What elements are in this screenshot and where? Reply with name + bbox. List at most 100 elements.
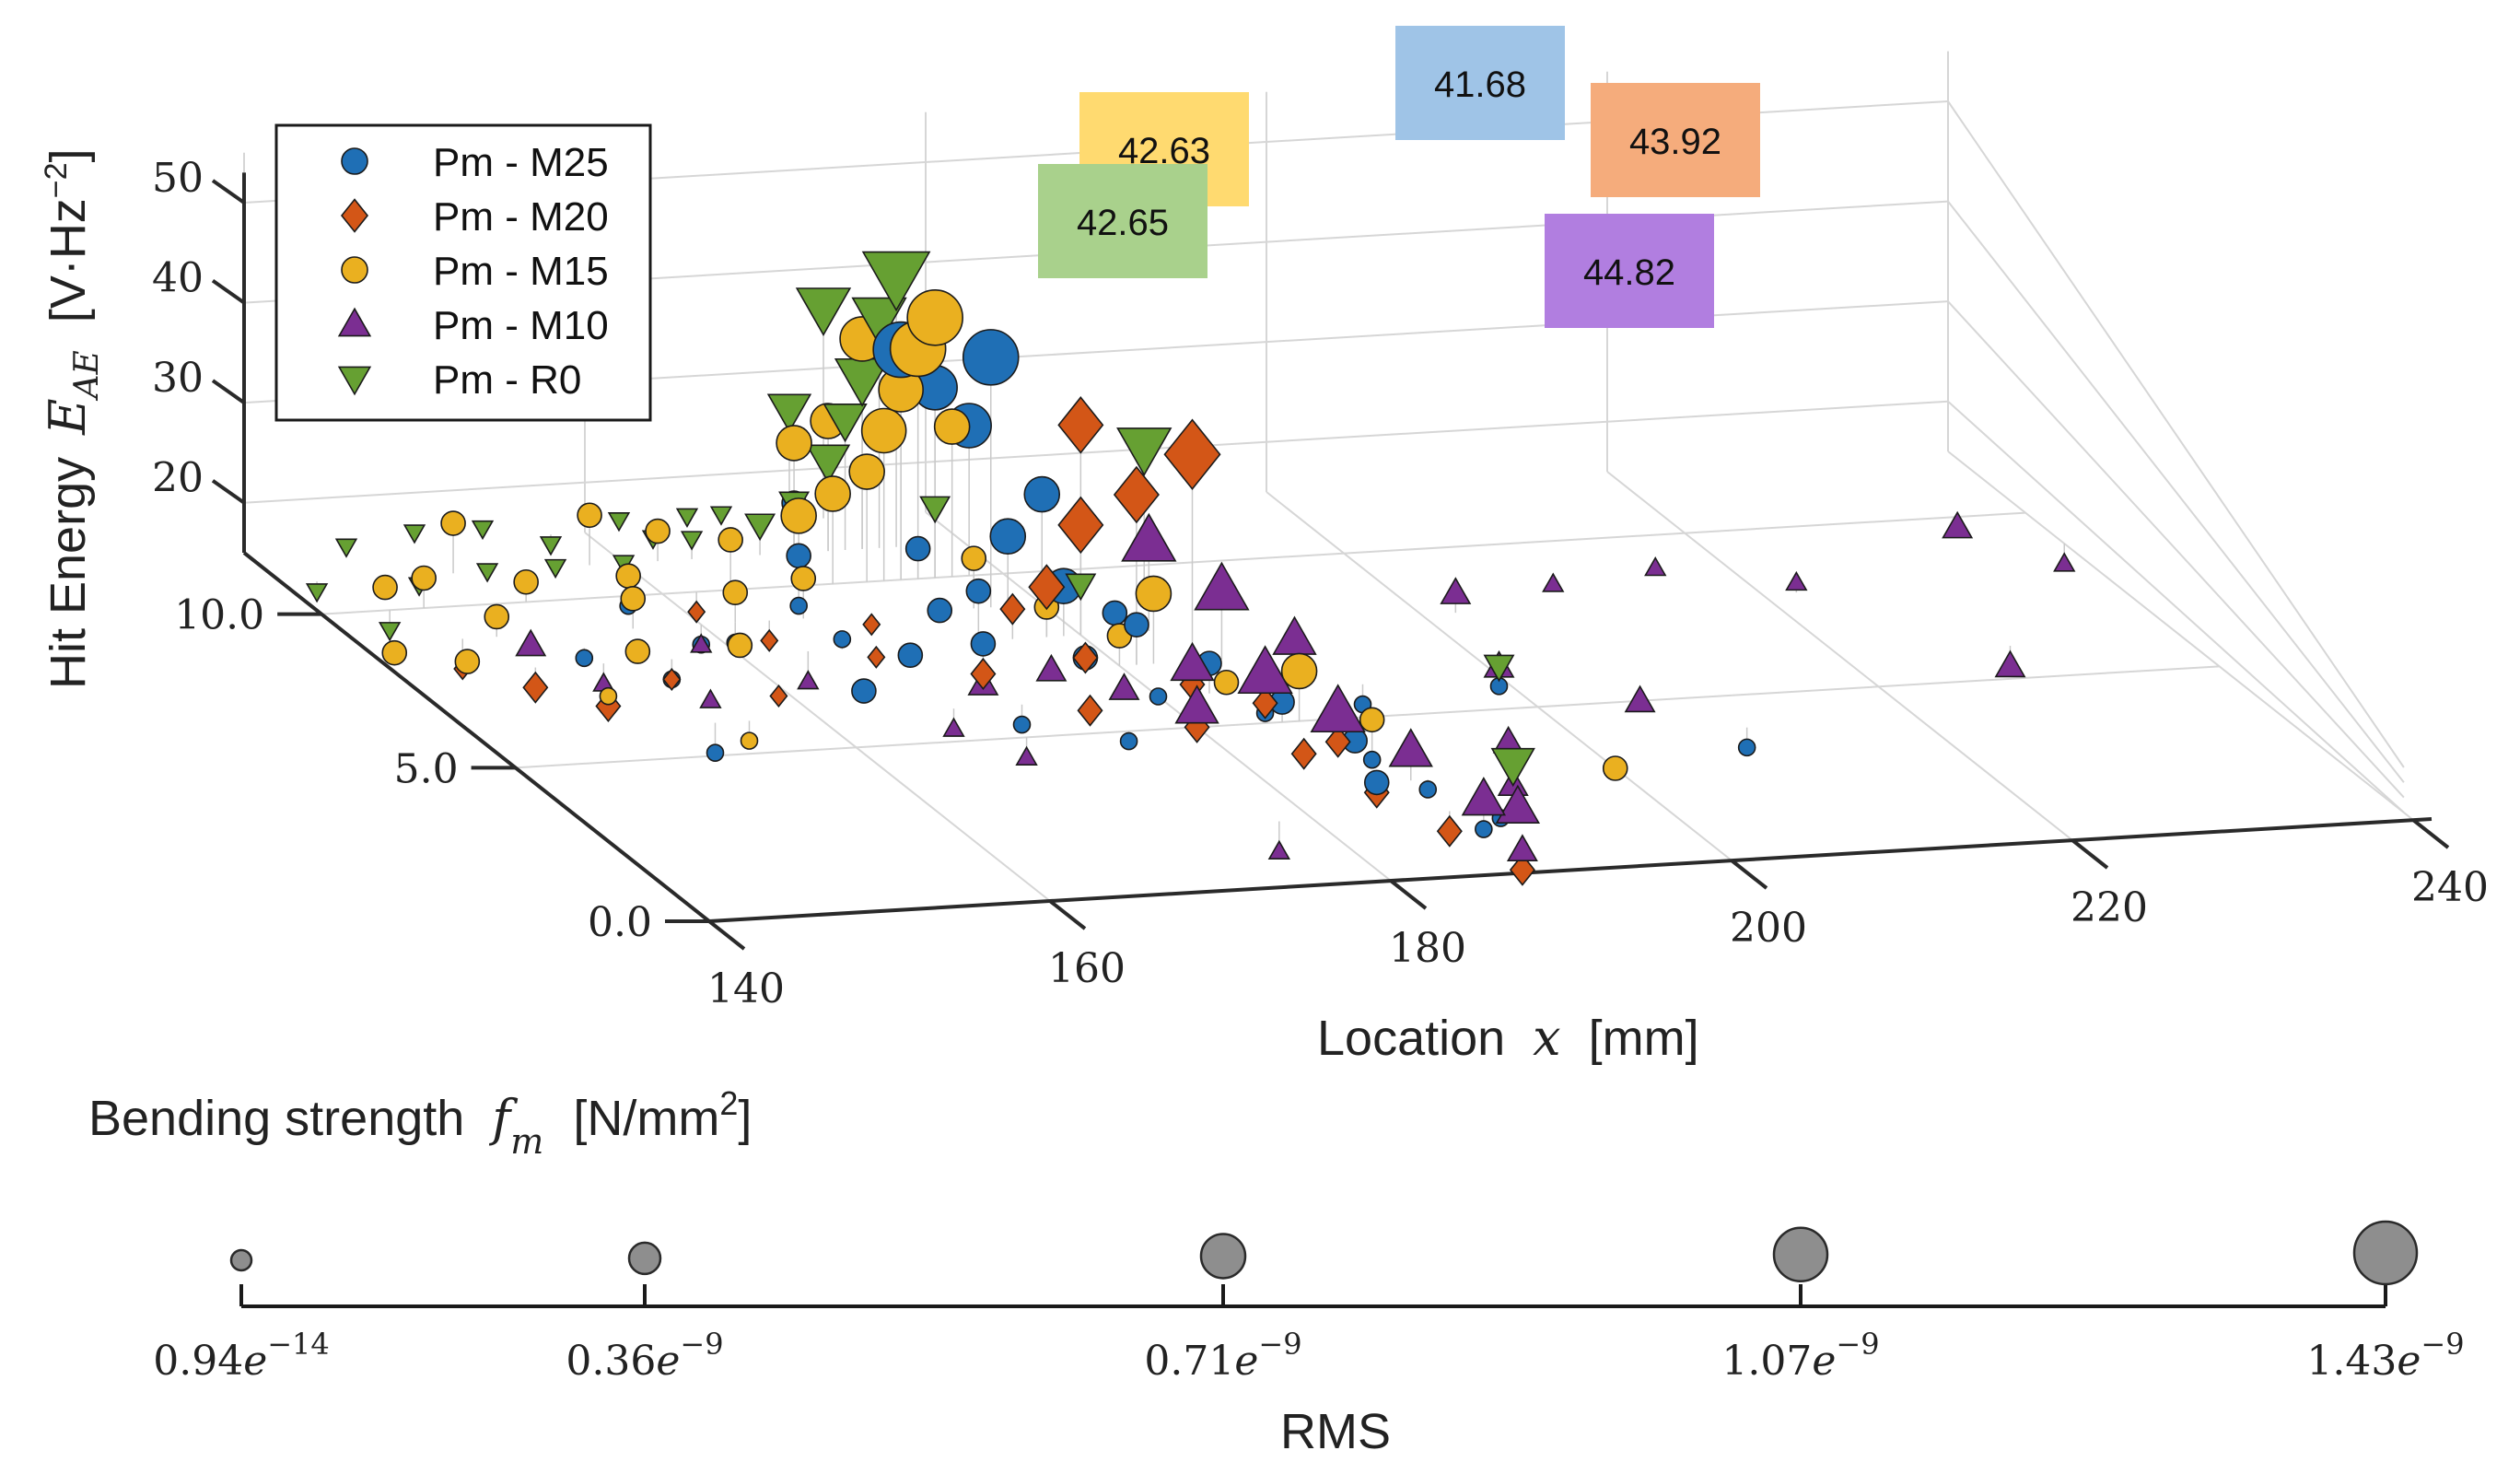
size-legend-circle xyxy=(2352,1220,2419,1286)
data-point-pm-m15 xyxy=(440,510,466,536)
data-point-pm-r0 xyxy=(305,583,329,603)
data-point-pm-m10 xyxy=(1035,653,1068,682)
data-point-pm-m15 xyxy=(860,407,907,454)
data-point-pm-m15 xyxy=(1602,755,1628,781)
floor-grid-y xyxy=(321,511,2026,615)
data-point-pm-m25 xyxy=(989,518,1027,556)
data-point-pm-m15 xyxy=(776,425,812,462)
data-point-pm-m10 xyxy=(942,717,965,737)
data-point-pm-m25 xyxy=(965,578,992,604)
data-point-pm-r0 xyxy=(1490,747,1535,788)
legend-box xyxy=(274,123,652,422)
z-tick-label: 30 xyxy=(152,355,204,402)
data-point-pm-m10 xyxy=(1388,728,1433,767)
x-tick-label: 200 xyxy=(1730,905,1807,952)
data-point-pm-m15 xyxy=(577,502,602,529)
strength-box xyxy=(1545,214,1714,328)
data-point-pm-m25 xyxy=(1012,715,1032,734)
data-point-pm-m25 xyxy=(706,743,725,762)
z-tick xyxy=(211,479,246,505)
data-point-pm-m10 xyxy=(1310,684,1366,733)
data-point-pm-m15 xyxy=(718,527,743,553)
y-tick-label: 5.0 xyxy=(394,745,459,792)
y-tick-label: 0.0 xyxy=(588,899,652,946)
data-point-pm-r0 xyxy=(675,508,699,528)
data-point-pm-r0 xyxy=(919,496,951,524)
data-point-pm-m15 xyxy=(411,565,437,591)
legend-label: Pm - M10 xyxy=(433,303,609,348)
z-tick-label: 40 xyxy=(152,255,204,302)
data-point-pm-m15 xyxy=(381,639,408,666)
data-point-pm-m25 xyxy=(789,596,808,615)
data-point-pm-m10 xyxy=(1194,561,1250,611)
data-point-pm-r0 xyxy=(475,563,499,583)
x-tick-label: 240 xyxy=(2411,864,2489,911)
data-point-pm-m10 xyxy=(1994,649,2026,678)
data-point-pm-m25 xyxy=(897,642,924,668)
legend-label: Pm - R0 xyxy=(433,357,581,403)
data-point-pm-m25 xyxy=(1737,738,1756,757)
data-point-pm-r0 xyxy=(795,287,852,337)
data-point-pm-r0 xyxy=(539,536,563,556)
data-point-pm-r0 xyxy=(471,520,495,541)
legend: Pm - M25 Pm - M20 Pm - M15 Pm - M10 Pm - R0 xyxy=(274,123,652,422)
data-point-pm-m15 xyxy=(906,288,963,346)
data-point-pm-m15 xyxy=(961,545,987,571)
data-point-pm-m20 xyxy=(1290,737,1317,770)
data-point-pm-m25 xyxy=(851,678,877,704)
data-point-pm-m10 xyxy=(699,688,722,708)
z-tick xyxy=(211,379,246,404)
data-point-pm-r0 xyxy=(805,444,851,484)
data-point-pm-m10 xyxy=(1461,777,1507,816)
data-point-pm-m15 xyxy=(790,566,817,591)
x-tick xyxy=(1730,859,1768,890)
size-legend-tick-label: 0.71e−9 xyxy=(1144,1327,1301,1385)
data-point-pm-m20 xyxy=(1252,686,1278,719)
right-wall-grid xyxy=(1947,300,2405,799)
size-legend-tick-label: 1.43e−9 xyxy=(2306,1327,2464,1385)
data-point-pm-r0 xyxy=(680,531,704,551)
strength-value: 44.82 xyxy=(1583,252,1675,293)
strength-box xyxy=(1038,164,1208,278)
data-point-pm-m20 xyxy=(970,657,997,690)
data-point-pm-m25 xyxy=(1418,780,1438,799)
data-point-pm-r0 xyxy=(543,558,567,579)
z-tick xyxy=(211,278,246,305)
x-tick xyxy=(707,919,746,951)
data-point-pm-m10 xyxy=(2053,552,2076,572)
data-point-pm-m15 xyxy=(933,408,971,445)
data-point-pm-m25 xyxy=(904,535,931,562)
legend-marker xyxy=(337,307,372,337)
x-tick-label: 180 xyxy=(1389,925,1466,972)
chart-markers xyxy=(305,251,2076,886)
wall-grid-z xyxy=(243,400,1949,504)
strength-box xyxy=(1395,26,1565,140)
data-point-pm-m10 xyxy=(1542,572,1565,592)
legend-label: Pm - M25 xyxy=(433,140,609,185)
z-tick-label: 50 xyxy=(152,155,204,202)
strength-value: 42.65 xyxy=(1077,203,1169,243)
data-point-pm-m20 xyxy=(1163,418,1221,491)
data-point-pm-r0 xyxy=(1483,654,1515,683)
data-point-pm-m10 xyxy=(1624,684,1656,713)
data-point-pm-m20 xyxy=(999,592,1026,626)
data-point-pm-m25 xyxy=(1023,475,1061,513)
size-legend-tick-label: 1.07e−9 xyxy=(1721,1327,1879,1385)
data-point-pm-m20 xyxy=(867,645,886,669)
data-point-pm-m10 xyxy=(1785,570,1808,591)
data-point-pm-m10 xyxy=(1015,745,1038,766)
x-tick xyxy=(2071,838,2109,870)
x-tick xyxy=(2411,818,2450,849)
x-tick xyxy=(1389,879,1428,910)
data-point-pm-m15 xyxy=(727,632,753,659)
data-point-pm-m10 xyxy=(1121,512,1177,562)
x-tick-label: 140 xyxy=(707,965,785,1012)
data-point-pm-m25 xyxy=(1102,600,1128,626)
data-point-pm-r0 xyxy=(744,513,776,542)
data-point-pm-r0 xyxy=(851,297,907,346)
data-point-pm-m25 xyxy=(1124,612,1149,638)
data-point-pm-m20 xyxy=(662,667,682,691)
right-wall-grid xyxy=(1947,200,2405,783)
